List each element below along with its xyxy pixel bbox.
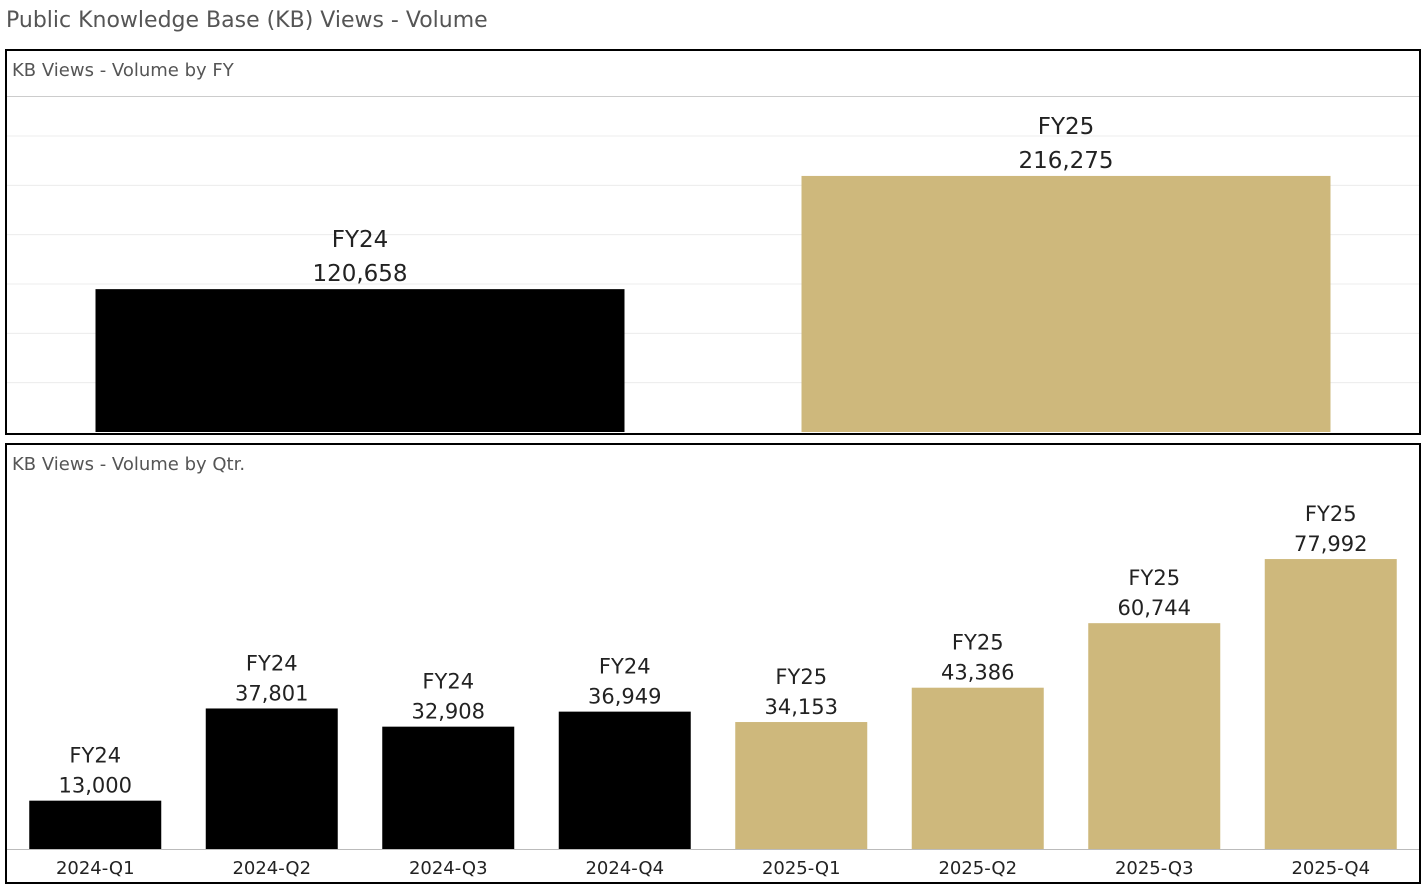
bar-2025-q3[interactable] xyxy=(1088,623,1221,849)
bar-2024-q1[interactable] xyxy=(29,800,162,849)
fy-chart-title: KB Views - Volume by FY xyxy=(12,60,234,81)
fy-label: FY25 xyxy=(1128,566,1180,590)
qtr-bar-chart: 13,000 FY24 2024-Q1 37,801 FY24 2024-Q2 32,908… xyxy=(7,502,1419,879)
fy-label: FY24 xyxy=(422,670,474,694)
value-label: 34,153 xyxy=(765,695,838,719)
fy-label: FY24 xyxy=(69,744,121,768)
x-tick-label: 2024-Q4 xyxy=(585,858,664,879)
qtr-chart-panel: KB Views - Volume by Qtr. 13,000 FY24 2024… xyxy=(5,443,1421,884)
fy-bar-chart: 120,658 FY24 216,275 FY25 xyxy=(7,114,1419,432)
bar-2025-q4[interactable] xyxy=(1264,559,1397,849)
value-label: 120,658 xyxy=(312,261,407,287)
x-tick-label: 2025-Q1 xyxy=(762,858,841,879)
x-tick-label: 2025-Q4 xyxy=(1291,858,1370,879)
bar-2024-q3[interactable] xyxy=(382,726,515,849)
fy-label: FY25 xyxy=(1305,502,1357,526)
fy-chart-panel: KB Views - Volume by FY 120,658 FY24 216,2… xyxy=(5,49,1421,435)
bar-2024-q4[interactable] xyxy=(558,711,691,849)
x-tick-label: 2025-Q2 xyxy=(938,858,1017,879)
x-tick-label: 2025-Q3 xyxy=(1115,858,1194,879)
qtr-chart-title: KB Views - Volume by Qtr. xyxy=(12,454,246,475)
fy-label: FY25 xyxy=(1038,114,1095,140)
value-label: 216,275 xyxy=(1018,148,1113,174)
value-label: 13,000 xyxy=(59,774,132,798)
x-tick-label: 2024-Q3 xyxy=(409,858,488,879)
fy-label: FY24 xyxy=(332,227,389,253)
fy-label: FY24 xyxy=(246,651,298,675)
value-label: 77,992 xyxy=(1294,532,1367,556)
value-label: 43,386 xyxy=(941,661,1014,685)
x-tick-label: 2024-Q1 xyxy=(56,858,135,879)
fy-label: FY25 xyxy=(775,665,827,689)
bar-2024-q2[interactable] xyxy=(205,708,338,849)
value-label: 60,744 xyxy=(1118,596,1191,620)
x-tick-label: 2024-Q2 xyxy=(232,858,311,879)
bar-2025-q2[interactable] xyxy=(911,687,1044,849)
bar-fy24[interactable] xyxy=(95,289,625,432)
fy-label: FY25 xyxy=(952,631,1004,655)
value-label: 36,949 xyxy=(588,685,661,709)
fy-label: FY24 xyxy=(599,655,651,679)
bar-2025-q1[interactable] xyxy=(735,722,868,849)
page-title: Public Knowledge Base (KB) Views - Volum… xyxy=(6,8,488,33)
bar-fy25[interactable] xyxy=(801,175,1331,432)
value-label: 32,908 xyxy=(412,700,485,724)
value-label: 37,801 xyxy=(235,681,308,705)
fy-chart-title-divider xyxy=(7,96,1419,97)
